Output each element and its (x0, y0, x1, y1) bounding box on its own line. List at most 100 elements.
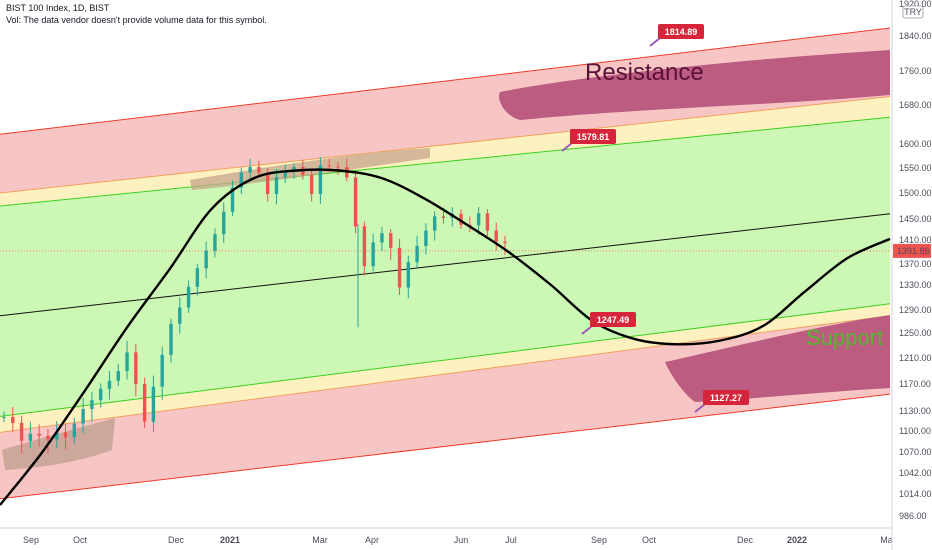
volume-note: Vol: The data vendor doesn't provide vol… (6, 15, 267, 25)
chart-title: BIST 100 Index, 1D, BIST (6, 3, 110, 13)
candle-body (257, 167, 261, 173)
y-axis-bg (892, 0, 932, 550)
y-tick-label: 1600.00 (899, 139, 932, 149)
price-candles (2, 156, 507, 454)
y-tick-label: 1170.00 (899, 379, 931, 389)
resistance-marker (499, 50, 890, 120)
candle-body (98, 388, 103, 401)
candle-body (441, 216, 446, 218)
candle-body (178, 307, 182, 324)
channel-lines (0, 27, 891, 500)
candle-body (503, 241, 507, 243)
wave-curve-line (0, 168, 891, 506)
y-tick-label: 1840.00 (899, 31, 932, 41)
candle-body (389, 233, 393, 248)
x-tick-label: Dec (168, 535, 185, 545)
price-tag (570, 129, 616, 144)
y-tick-label: 1290.00 (899, 305, 932, 315)
candle-body (485, 213, 490, 231)
candle-body (415, 246, 419, 263)
candle-body (371, 242, 375, 267)
candle-body (327, 165, 331, 167)
candle-body (318, 165, 323, 195)
support-marker (665, 315, 890, 402)
candle-body (160, 354, 164, 387)
candle-body (248, 167, 252, 173)
x-tick-label: Dec (737, 535, 754, 545)
candle-body (265, 172, 270, 195)
price-tag-label: 1579.81 (577, 132, 610, 142)
y-tick-label: 1014.00 (899, 489, 932, 499)
price-tag (703, 390, 749, 405)
tag-pointer (581, 325, 593, 335)
candle-body (90, 400, 94, 409)
y-tick-label: 1370.00 (899, 259, 932, 269)
x-tick-label: Sep (591, 535, 607, 545)
y-axis: 1920.00 1840.00 1760.00 1680.00 1600.00 1550.… (891, 0, 932, 550)
annotations: Resistance Support (585, 59, 883, 350)
candle-body (107, 380, 112, 389)
candle-body (336, 166, 340, 168)
x-tick-label: 2022 (787, 535, 807, 545)
green-zone (0, 117, 890, 417)
candle-body (239, 172, 244, 188)
x-tick-label: Jul (505, 535, 517, 545)
y-tick-label: 1450.00 (899, 214, 932, 224)
candle-body (204, 250, 208, 269)
current-price-label: 1391.86 (897, 246, 930, 256)
candle-body (169, 323, 173, 355)
wave-curve (0, 168, 891, 506)
y-tick-label: 1550.00 (899, 163, 932, 173)
lower-yellow-zone (0, 303, 890, 433)
candle-body (476, 213, 481, 226)
x-tick-label: Mar (880, 535, 896, 545)
outer-lower-line (0, 393, 891, 500)
x-tick-label: Oct (642, 535, 657, 545)
price-tags: 1814.89 1579.81 1247.49 1127.27 (561, 24, 749, 413)
tag-pointer (694, 403, 706, 413)
y-tick-label: 1760.00 (899, 66, 932, 76)
price-tag-label: 1247.49 (597, 315, 630, 325)
candle-body (46, 435, 50, 440)
y-tick-label: 1680.00 (899, 100, 932, 110)
x-tick-label: Sep (23, 535, 39, 545)
candle-body (459, 213, 463, 225)
y-tick-label: 1210.00 (899, 353, 932, 363)
y-tick-label: 986.00 (899, 511, 927, 521)
price-tag (590, 312, 636, 327)
x-tick-label: Apr (365, 535, 379, 545)
y-tick-label: 1410.00 (899, 235, 932, 245)
tag-pointer (561, 142, 573, 152)
candle-body (230, 187, 235, 212)
candle-body (362, 226, 367, 267)
price-tag-label: 1814.89 (665, 27, 698, 37)
y-tick-label: 1920.00 (899, 0, 932, 9)
support-label: Support (806, 325, 883, 350)
mid-upper-line (0, 116, 891, 207)
y-tick-label: 1130.00 (899, 406, 931, 416)
y-tick-label: 1330.00 (899, 280, 932, 290)
resistance-label: Resistance (585, 59, 704, 86)
y-tick-label: 1042.00 (899, 468, 932, 478)
y-tick-label: 1070.00 (899, 447, 932, 457)
candle-body (353, 177, 358, 227)
candle-body (11, 417, 15, 423)
mid-lower-line (0, 303, 891, 417)
x-tick-label: 2021 (220, 535, 240, 545)
outer-upper-line (0, 27, 891, 135)
candle-body (63, 432, 68, 438)
currency-badge (902, 5, 924, 19)
candle-body (72, 423, 77, 438)
price-tag (658, 24, 704, 39)
candle-body (494, 230, 498, 242)
price-tag-label: 1127.27 (710, 393, 742, 403)
x-tick-label: Jun (454, 535, 469, 545)
currency-badge-label: TRY (904, 7, 922, 17)
candle-body (292, 167, 296, 171)
candle-body (424, 230, 428, 246)
candle-body (213, 234, 217, 251)
y-tick-label: 1100.00 (899, 426, 931, 436)
candle-body (81, 408, 85, 424)
candle-body (55, 432, 59, 440)
